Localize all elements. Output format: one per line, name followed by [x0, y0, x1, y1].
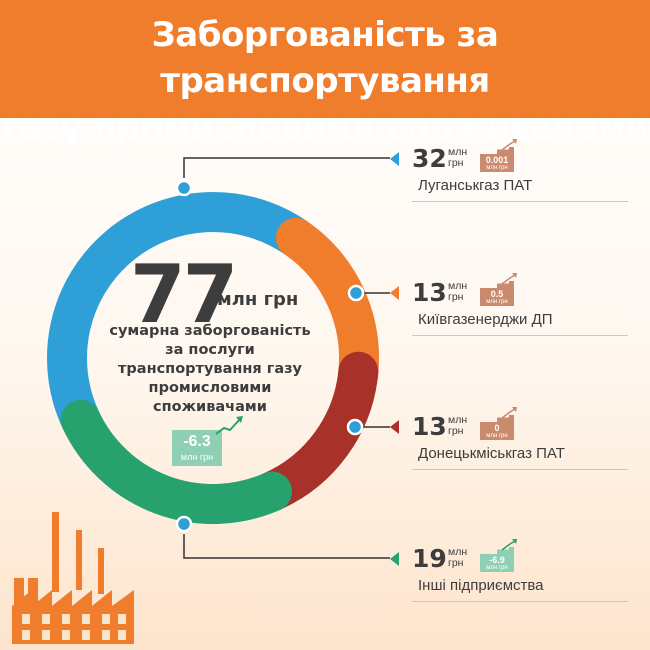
total-change-badge: -6.3 млн грн: [172, 430, 222, 466]
connector-dot: [175, 179, 193, 197]
total-value: 77: [130, 248, 238, 341]
entry-name: Київгазенерджи ДП: [418, 311, 553, 328]
connector-dot: [346, 418, 364, 436]
change-badge: 0.001 млн грн: [480, 147, 514, 172]
entry-unit: млн грн: [448, 546, 468, 569]
legend-marker: [390, 152, 399, 166]
legend-entry: 32 млн грн 0.001 млн грн Луганськгаз ПАТ: [390, 139, 630, 202]
trend-arrow-icon: [501, 273, 517, 285]
connector-dot: [175, 515, 193, 533]
legend-marker: [390, 286, 399, 300]
total-unit: млн грн: [217, 289, 299, 310]
change-unit: млн грн: [486, 565, 508, 571]
legend-entry: 13 млн грн 0.5 млн грн Київгазенерджи ДП: [390, 273, 630, 336]
entry-name: Луганськгаз ПАТ: [418, 177, 533, 194]
entry-unit: млн грн: [448, 414, 468, 437]
divider: [412, 335, 628, 336]
change-value: 0: [494, 423, 500, 433]
entry-name: Донецькміськгаз ПАТ: [418, 445, 565, 462]
change-unit: млн грн: [486, 165, 508, 171]
change-value: 0.001: [485, 155, 509, 165]
trend-arrow-icon: [215, 416, 243, 435]
factory-icon: [12, 512, 134, 644]
title-banner: Заборгованість за транспортування газу п…: [0, 0, 650, 147]
divider: [412, 601, 628, 602]
entry-value: 13: [412, 412, 447, 441]
divider: [412, 469, 628, 470]
legend-entry: 19 млн грн -6.9 млн грн Інші підприємств…: [390, 539, 630, 602]
connector-line: [183, 534, 390, 559]
donut-slice: [60, 399, 292, 524]
legend-marker: [390, 552, 399, 566]
trend-arrow-icon: [501, 139, 517, 151]
entry-unit: млн грн: [448, 280, 468, 303]
connector-line: [183, 157, 390, 178]
entry-value: 13: [412, 278, 447, 307]
title-line: Заборгованість за транспортування: [151, 15, 499, 101]
title-line: газу промисловими споживачами: [1, 107, 650, 147]
trend-arrow-icon: [501, 539, 517, 551]
total-description: сумарна заборгованість за послуги трансп…: [109, 323, 311, 415]
chart-title: Заборгованість за транспортування газу п…: [0, 12, 650, 150]
entry-name: Інші підприємства: [418, 577, 544, 594]
divider: [412, 201, 628, 202]
total-change-value: -6.3: [183, 433, 211, 450]
change-value: -6.9: [489, 555, 505, 565]
legend-marker: [390, 420, 399, 434]
entry-unit: млн грн: [448, 146, 468, 169]
entry-value: 32: [412, 144, 447, 173]
change-unit: млн грн: [486, 433, 508, 439]
donut-slice: [47, 192, 316, 440]
connector-dot: [347, 284, 365, 302]
entry-value: 19: [412, 544, 447, 573]
change-value: 0.5: [490, 289, 504, 299]
legend-entry: 13 млн грн 0 млн грн Донецькміськгаз ПАТ: [390, 407, 630, 470]
trend-arrow-icon: [501, 407, 517, 419]
total-change-unit: млн грн: [180, 452, 214, 462]
change-unit: млн грн: [486, 299, 508, 305]
